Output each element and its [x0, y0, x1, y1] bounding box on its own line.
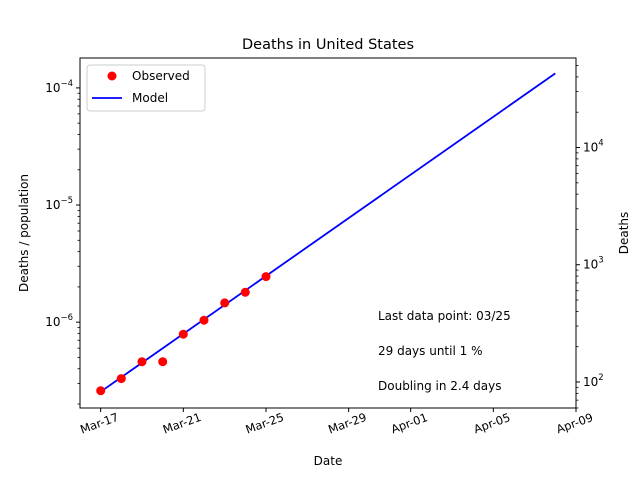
y-axis-label: Deaths / population: [17, 174, 31, 292]
annotation-doubling-time: Doubling in 2.4 days: [378, 379, 502, 393]
legend-observed-label: Observed: [132, 69, 190, 83]
axes-frame: [79, 57, 577, 409]
chart-title: Deaths in United States: [242, 37, 414, 53]
annotations: Last data point: 03/25 29 days until 1 %…: [378, 309, 511, 393]
y-tick-label: 10−6: [45, 313, 73, 329]
observed-point: [137, 357, 147, 367]
y-tick-mantissa: 10: [45, 198, 60, 212]
y-tick-mantissa: 10: [45, 81, 60, 95]
observed-point: [220, 298, 230, 308]
observed-point: [116, 374, 126, 384]
observed-point: [158, 357, 168, 367]
y-tick-mantissa: 10: [45, 315, 60, 329]
observed-point: [261, 272, 271, 282]
legend-model-label: Model: [132, 91, 168, 105]
right-y-axis-label: Deaths: [617, 212, 631, 255]
right-y-tick-mantissa: 10: [583, 375, 598, 389]
right-y-tick-exponent: 4: [598, 139, 603, 149]
annotation-days-until: 29 days until 1 %: [378, 344, 482, 358]
observed-point: [199, 315, 209, 325]
model-line: [100, 72, 556, 393]
right-y-tick-label: 104: [583, 139, 604, 155]
right-y-tick-label: 103: [583, 256, 604, 272]
y-tick-label: 10−5: [45, 196, 73, 212]
y-tick-label: 10−4: [45, 79, 73, 95]
legend-observed-marker: [107, 71, 117, 81]
legend-box: [86, 64, 206, 112]
right-y-tick-mantissa: 10: [583, 141, 598, 155]
x-axis-label: Date: [314, 454, 343, 468]
observed-point: [240, 287, 250, 297]
observed-point: [96, 386, 106, 396]
y-tick-exponent: −4: [60, 79, 73, 89]
y-tick-exponent: −6: [60, 313, 73, 323]
right-y-tick-exponent: 2: [598, 373, 603, 383]
plot-area: [96, 72, 556, 396]
annotation-last-data-point: Last data point: 03/25: [378, 309, 511, 323]
legend: Observed Model: [86, 64, 206, 112]
y-tick-exponent: −5: [60, 196, 73, 206]
observed-point: [178, 329, 188, 339]
right-y-tick-label: 102: [583, 373, 604, 389]
right-y-tick-exponent: 3: [598, 256, 603, 266]
right-y-tick-mantissa: 10: [583, 258, 598, 272]
